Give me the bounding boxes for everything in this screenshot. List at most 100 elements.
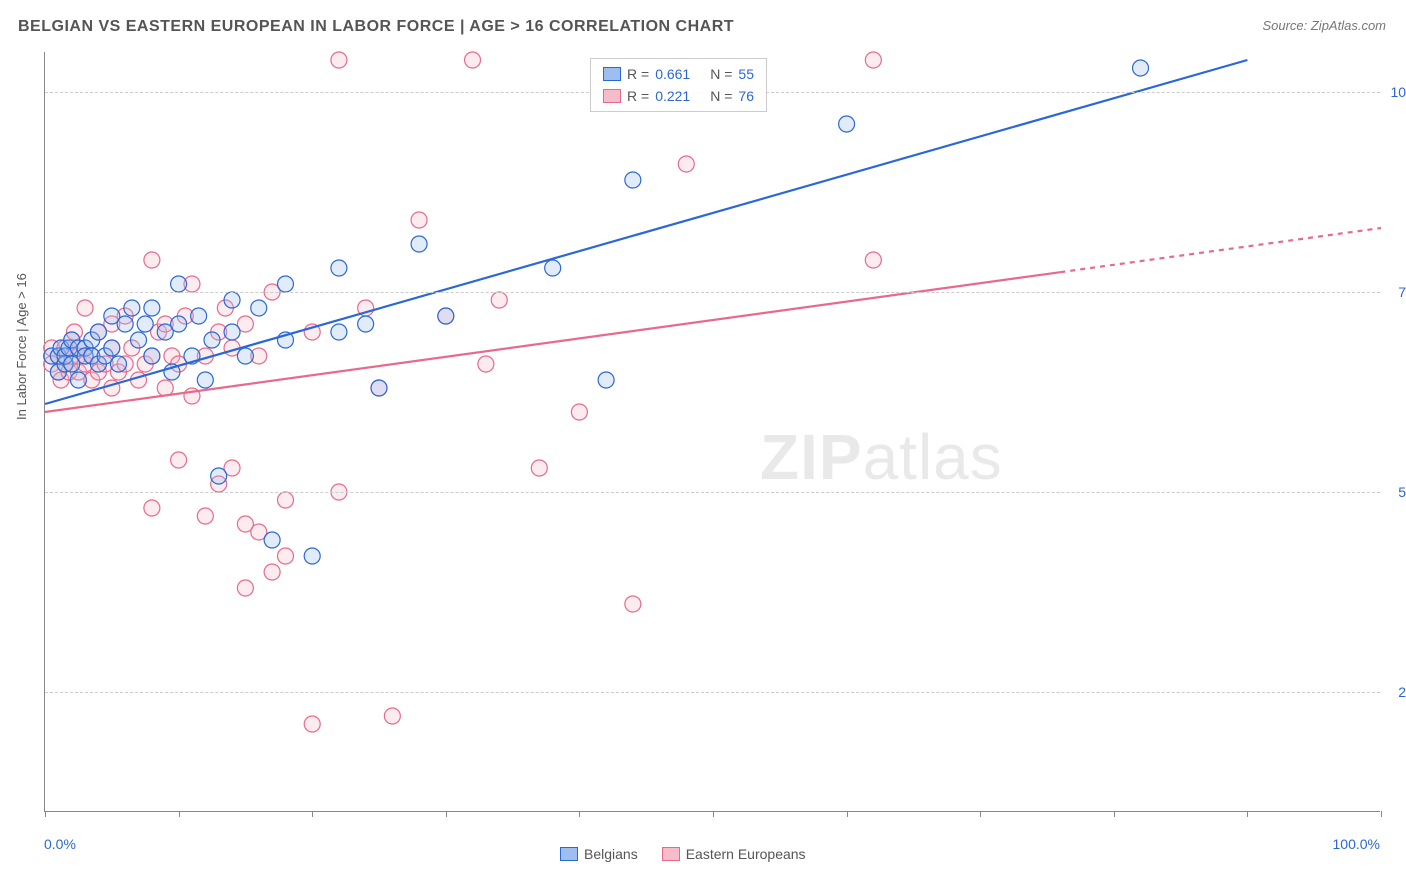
scatter-point [438,308,454,324]
x-axis-min-label: 0.0% [44,836,76,852]
x-tick [1247,811,1248,817]
scatter-point [491,292,507,308]
swatch-eastern-icon [662,847,680,861]
scatter-point [224,292,240,308]
scatter-point [171,316,187,332]
grid-line [45,692,1380,693]
scatter-point [331,324,347,340]
scatter-point [625,596,641,612]
scatter-point [144,300,160,316]
scatter-point [304,716,320,732]
scatter-point [124,300,140,316]
swatch-belgians-icon [560,847,578,861]
x-tick [446,811,447,817]
scatter-point [237,580,253,596]
scatter-point [131,332,147,348]
scatter-point [478,356,494,372]
trend-line [45,272,1060,412]
scatter-point [144,252,160,268]
n-label: N = [710,63,732,85]
x-tick [579,811,580,817]
r-value-eastern: 0.221 [655,85,690,107]
x-tick [980,811,981,817]
scatter-point [110,356,126,372]
n-value-eastern: 76 [738,85,754,107]
scatter-point [171,276,187,292]
x-axis-max-label: 100.0% [1333,836,1380,852]
legend-row-eastern: R = 0.221 N = 76 [603,85,754,107]
legend-label-belgians: Belgians [584,846,638,862]
scatter-point [304,548,320,564]
scatter-point [571,404,587,420]
x-tick [847,811,848,817]
scatter-point [117,316,133,332]
grid-line [45,292,1380,293]
scatter-point [865,252,881,268]
scatter-point [371,380,387,396]
scatter-point [465,52,481,68]
x-tick [1114,811,1115,817]
scatter-point [865,52,881,68]
scatter-point [411,236,427,252]
scatter-point [331,52,347,68]
legend-item-belgians: Belgians [560,846,638,862]
scatter-point [197,508,213,524]
n-label: N = [710,85,732,107]
scatter-point [131,372,147,388]
correlation-legend: R = 0.661 N = 55 R = 0.221 N = 76 [590,58,767,112]
y-tick-label: 75.0% [1384,284,1406,300]
scatter-point [237,348,253,364]
y-tick-label: 100.0% [1384,84,1406,100]
legend-label-eastern: Eastern Europeans [686,846,806,862]
scatter-point [839,116,855,132]
y-tick-label: 50.0% [1384,484,1406,500]
scatter-point [144,348,160,364]
scatter-point [224,324,240,340]
scatter-point [70,372,86,388]
x-tick [179,811,180,817]
scatter-point [90,324,106,340]
scatter-point [191,308,207,324]
x-tick [312,811,313,817]
scatter-point [598,372,614,388]
scatter-point [384,708,400,724]
legend-item-eastern: Eastern Europeans [662,846,806,862]
x-tick [713,811,714,817]
grid-line [45,492,1380,493]
scatter-point [264,532,280,548]
n-value-belgians: 55 [738,63,754,85]
scatter-point [545,260,561,276]
scatter-point [264,564,280,580]
scatter-point [411,212,427,228]
scatter-point [1133,60,1149,76]
source-credit: Source: ZipAtlas.com [1262,18,1386,33]
y-tick-label: 25.0% [1384,684,1406,700]
scatter-point [137,316,153,332]
swatch-eastern [603,89,621,103]
scatter-point [251,300,267,316]
y-axis-title: In Labor Force | Age > 16 [14,273,29,420]
chart-title: BELGIAN VS EASTERN EUROPEAN IN LABOR FOR… [18,18,734,36]
scatter-point [678,156,694,172]
x-tick [45,811,46,817]
scatter-point [331,260,347,276]
x-tick [1381,811,1382,817]
swatch-belgians [603,67,621,81]
trend-line-dashed [1060,228,1381,272]
scatter-point [144,500,160,516]
legend-row-belgians: R = 0.661 N = 55 [603,63,754,85]
scatter-point [211,468,227,484]
scatter-point [77,300,93,316]
scatter-point [104,340,120,356]
scatter-point [171,452,187,468]
chart-plot-area: 25.0%50.0%75.0%100.0% [44,52,1380,812]
scatter-point [277,276,293,292]
chart-svg [45,52,1380,811]
scatter-point [277,492,293,508]
scatter-point [625,172,641,188]
r-value-belgians: 0.661 [655,63,690,85]
scatter-point [204,332,220,348]
scatter-point [197,372,213,388]
scatter-point [277,548,293,564]
r-label: R = [627,63,649,85]
